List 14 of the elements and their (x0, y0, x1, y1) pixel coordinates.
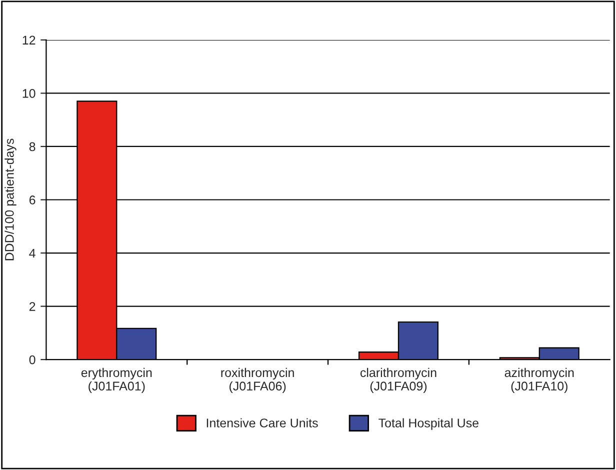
y-tick-label: 0 (29, 355, 36, 364)
x-tick-label: erythromycin (J01FA01) (81, 368, 152, 393)
y-tick-label: 8 (29, 142, 36, 152)
y-tick-label: 2 (29, 302, 36, 311)
y-tick-label: 10 (22, 89, 36, 98)
legend-label: Intensive Care Units (206, 418, 318, 428)
y-tick-label: 12 (22, 36, 36, 44)
y-tick-label: 4 (29, 248, 36, 258)
x-tick-label: clarithromycin (J01FA09) (360, 368, 436, 393)
x-tick-label: roxithromycin (J01FA06) (221, 368, 294, 393)
x-tick-label: azithromycin (J01FA10) (504, 368, 574, 393)
legend-label: Total Hospital Use (378, 418, 478, 430)
y-axis-title: DDD/100 patient-days (4, 138, 16, 260)
y-tick-label: 6 (29, 196, 36, 204)
